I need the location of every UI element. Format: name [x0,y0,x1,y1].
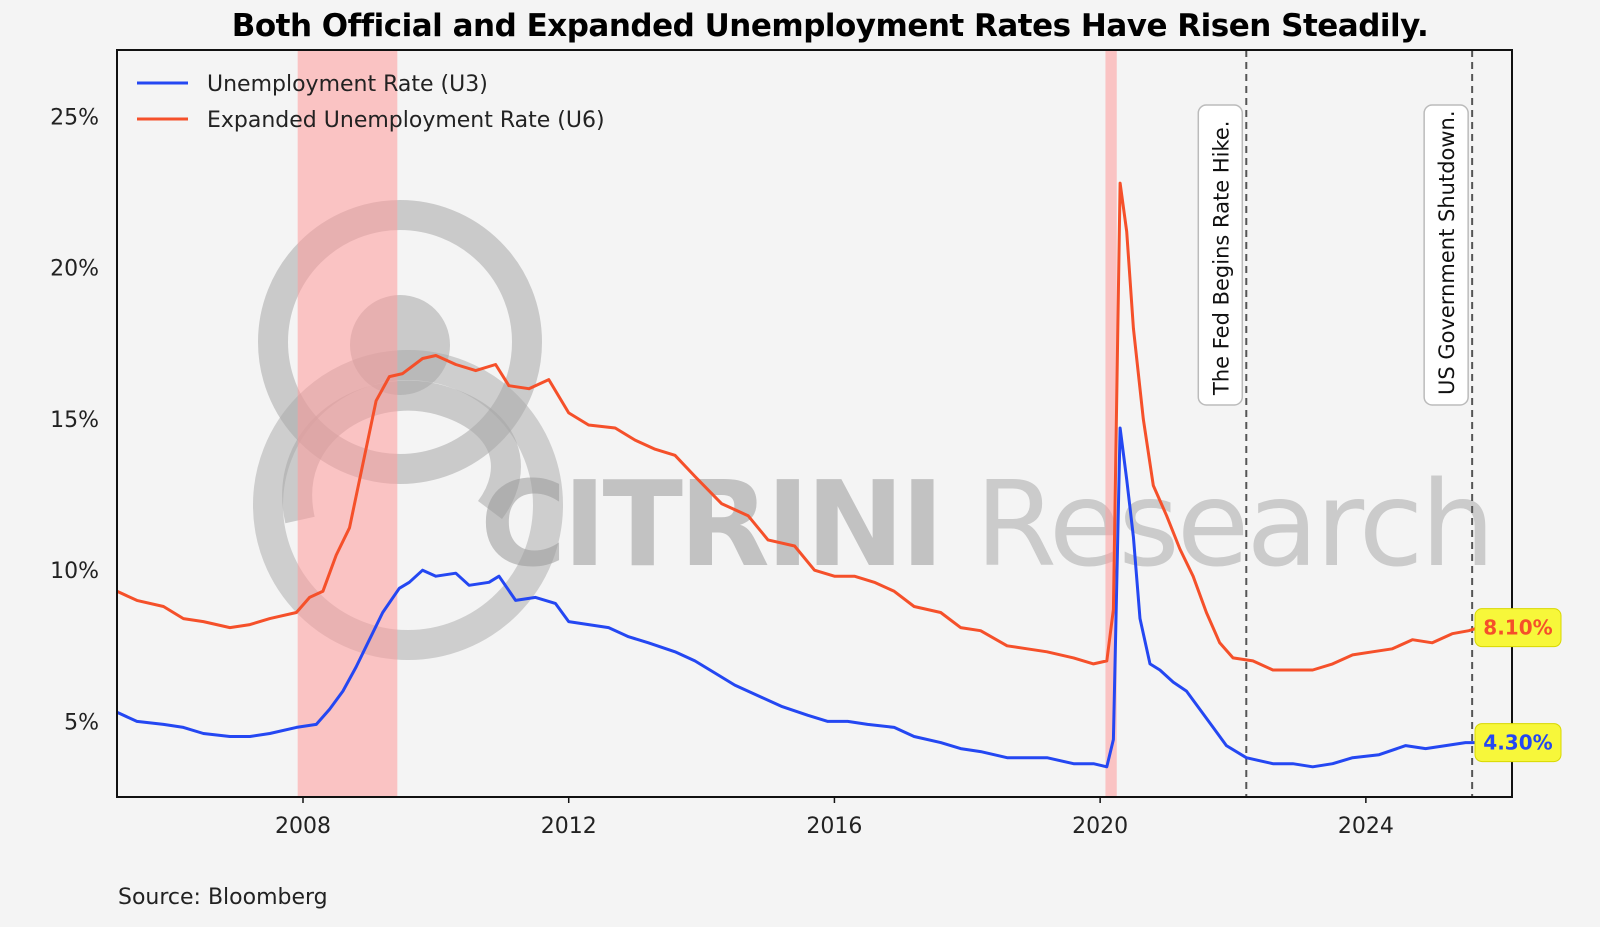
recession-band-1 [1105,50,1117,797]
legend-label-u6: Expanded Unemployment Rate (U6) [207,108,605,133]
series-lines [116,181,1480,769]
watermark: CITRINI Research [253,200,1495,660]
legend-label-u3: Unemployment Rate (U3) [207,72,488,97]
watermark-ring [258,200,542,484]
event-label-box-1 [1423,104,1469,406]
watermark-brand: CITRINI [480,455,940,593]
event-label-0: The Fed Begins Rate Hike. [1209,121,1233,396]
x-tick-label-2: 2016 [806,814,862,839]
series-line-u6 [116,181,1480,672]
source-note: Source: Bloomberg [118,885,328,910]
chart-title: Both Official and Expanded Unemployment … [231,8,1429,44]
x-tick-label-1: 2012 [541,814,597,839]
y-tick-label-0: 5% [64,710,99,735]
x-tick-label-0: 2008 [275,814,331,839]
y-tick-label-2: 15% [50,408,99,433]
series-line-u3 [116,426,1479,769]
axes: 2008 2012 2016 2020 2024 5% 10% 15% 20% 25% [50,49,1513,839]
x-tick-label-3: 2020 [1072,814,1128,839]
plot-frame [116,49,1513,798]
end-label-u6: 8.10% [1483,616,1552,640]
x-tick-label-4: 2024 [1338,814,1394,839]
recession-band-0 [297,50,398,797]
watermark-lower-ring [253,350,563,660]
end-label-u3: 4.30% [1483,731,1552,755]
end-label-box-u3 [1474,723,1562,763]
event-label-box-0 [1197,104,1244,406]
y-tick-label-3: 20% [50,257,99,282]
event-label-1: US Government Shutdown. [1435,110,1459,395]
event-markers: The Fed Begins Rate Hike. US Government S… [1197,50,1474,797]
y-tick-label-4: 25% [50,106,99,131]
recession-shading [297,50,1117,797]
legend: Unemployment Rate (U3) Expanded Unemploym… [137,72,605,133]
watermark-research: Research [975,455,1492,593]
end-labels: 4.30% 8.10% [1474,608,1562,763]
y-tick-label-1: 10% [50,559,99,584]
end-label-box-u6 [1474,608,1562,648]
